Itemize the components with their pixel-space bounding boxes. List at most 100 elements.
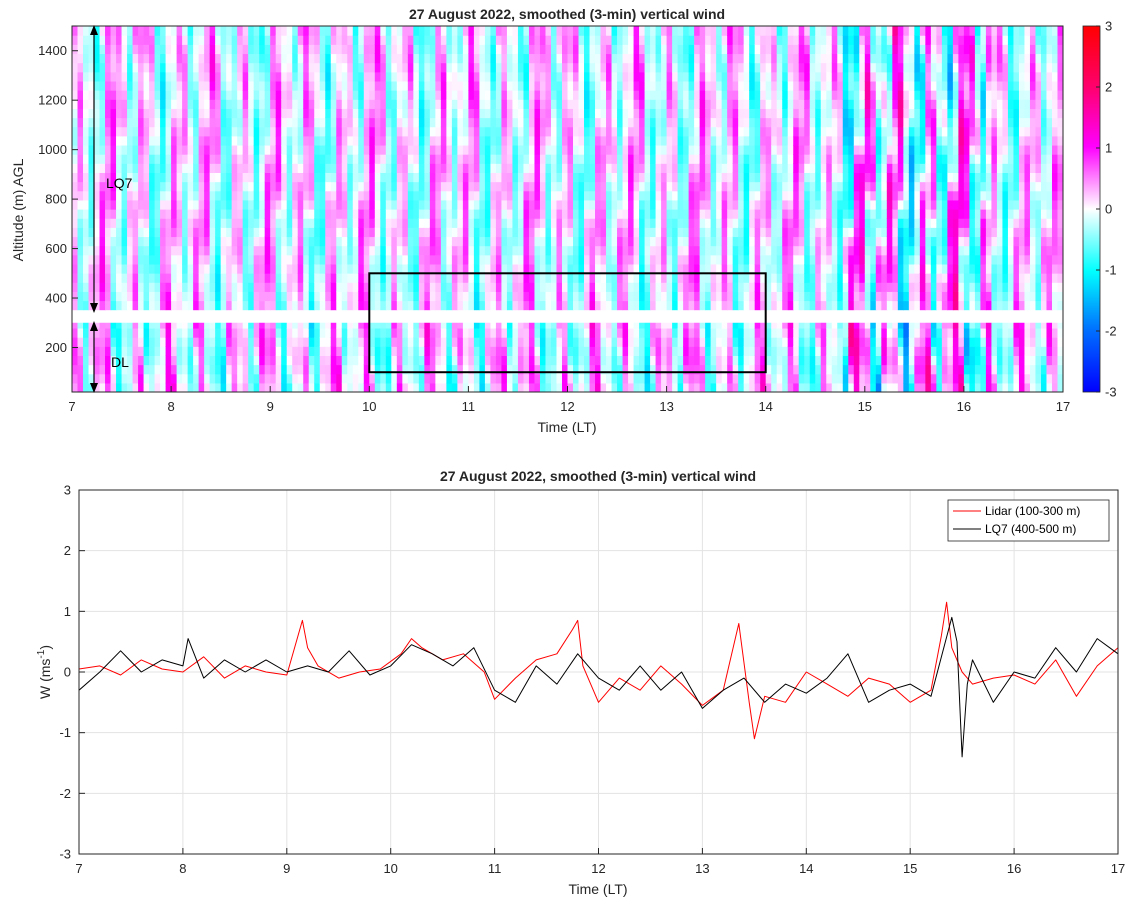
heatmap-cell: [661, 181, 668, 192]
heatmap-cell: [105, 364, 112, 375]
heatmap-cell: [501, 355, 508, 366]
heatmap-cell: [237, 135, 244, 146]
heatmap-cell: [727, 126, 734, 137]
heatmap-cell: [275, 44, 282, 55]
heatmap-cell: [573, 382, 580, 392]
heatmap-cell: [721, 144, 728, 155]
heatmap-cell: [242, 117, 249, 128]
heatmap-cell: [385, 346, 392, 356]
heatmap-cell: [358, 254, 365, 265]
heatmap-cell: [754, 245, 761, 256]
heatmap-cell: [561, 154, 569, 164]
heatmap-cell: [484, 300, 492, 311]
heatmap-cell: [220, 199, 227, 210]
heatmap-cell: [182, 327, 189, 338]
heatmap-cell: [314, 35, 321, 45]
heatmap-cell: [138, 382, 145, 392]
heatmap-cell: [523, 26, 530, 36]
heatmap-cell: [143, 181, 150, 192]
heatmap-cell: [589, 273, 596, 283]
heatmap-cell: [528, 80, 536, 91]
heatmap-cell: [149, 126, 156, 137]
heatmap-cell: [308, 99, 315, 109]
heatmap-cell: [369, 327, 376, 338]
heatmap-cell: [710, 35, 717, 45]
heatmap-cell: [72, 80, 79, 91]
heatmap-cell: [523, 62, 530, 73]
heatmap-cell: [754, 163, 761, 173]
heatmap-cell: [771, 218, 778, 228]
heatmap-cell: [143, 263, 150, 274]
heatmap-cell: [352, 163, 359, 173]
heatmap-cell: [484, 236, 492, 247]
heatmap-cell: [385, 282, 392, 292]
heatmap-cell: [369, 355, 376, 366]
heatmap-cell: [661, 154, 668, 164]
heatmap-cell: [319, 181, 326, 192]
heatmap-cell: [88, 364, 95, 375]
heatmap-cell: [457, 364, 464, 375]
heatmap-cell: [771, 273, 778, 283]
heatmap-cell: [644, 163, 651, 173]
heatmap-cell: [556, 181, 563, 192]
heatmap-cell: [771, 364, 778, 375]
heatmap-cell: [732, 300, 739, 311]
heatmap-cell: [149, 254, 156, 265]
heatmap-cell: [237, 382, 244, 392]
heatmap-cell: [105, 71, 112, 82]
heatmap-cell: [193, 199, 200, 210]
heatmap-cell: [655, 327, 662, 338]
heatmap-cell: [187, 318, 194, 329]
heatmap-cell: [495, 135, 503, 146]
heatmap-cell: [429, 71, 436, 82]
heatmap-cell: [259, 209, 266, 219]
heatmap-cell: [451, 346, 458, 356]
heatmap-cell: [622, 163, 629, 173]
heatmap-cell: [644, 71, 651, 82]
heatmap-cell: [567, 373, 574, 384]
heatmap-cell: [429, 90, 436, 100]
heatmap-cell: [578, 199, 585, 210]
heatmap-cell: [270, 382, 277, 392]
heatmap-cell: [154, 300, 161, 311]
heatmap-cell: [204, 117, 211, 128]
heatmap-cell: [121, 218, 128, 228]
heatmap-cell: [204, 181, 211, 192]
heatmap-cell: [105, 199, 112, 210]
heatmap-cell: [204, 199, 211, 210]
heatmap-cell: [286, 62, 293, 73]
heatmap-cell: [297, 346, 304, 356]
heatmap-cell: [539, 181, 547, 192]
heatmap-cell: [743, 346, 750, 356]
heatmap-cell: [83, 327, 90, 338]
heatmap-cell: [650, 218, 657, 228]
heatmap-cell: [528, 163, 536, 173]
heatmap-cell: [143, 144, 150, 155]
heatmap-cell: [451, 117, 458, 128]
heatmap-cell: [308, 318, 315, 329]
heatmap-cell: [655, 318, 662, 329]
heatmap-cell: [633, 108, 640, 119]
heatmap-cell: [429, 236, 436, 247]
heatmap-cell: [407, 35, 414, 45]
heatmap-cell: [127, 327, 134, 338]
heatmap-cell: [281, 337, 288, 347]
heatmap-cell: [754, 300, 761, 311]
heatmap-cell: [396, 181, 403, 192]
heatmap-cell: [369, 99, 376, 109]
heatmap-cell: [138, 71, 145, 82]
heatmap-cell: [721, 35, 728, 45]
heatmap-cell: [121, 199, 128, 210]
heatmap-cell: [314, 108, 321, 119]
heatmap-cell: [347, 273, 354, 283]
heatmap-cell: [198, 35, 205, 45]
heatmap-cell: [650, 254, 657, 265]
heatmap-cell: [396, 209, 403, 219]
heatmap-cell: [187, 245, 194, 256]
heatmap-cell: [600, 382, 607, 392]
heatmap-cell: [528, 254, 536, 265]
heatmap-cell: [749, 71, 756, 82]
heatmap-cell: [655, 117, 662, 128]
heatmap-cell: [462, 80, 469, 91]
heatmap-cell: [171, 71, 178, 82]
